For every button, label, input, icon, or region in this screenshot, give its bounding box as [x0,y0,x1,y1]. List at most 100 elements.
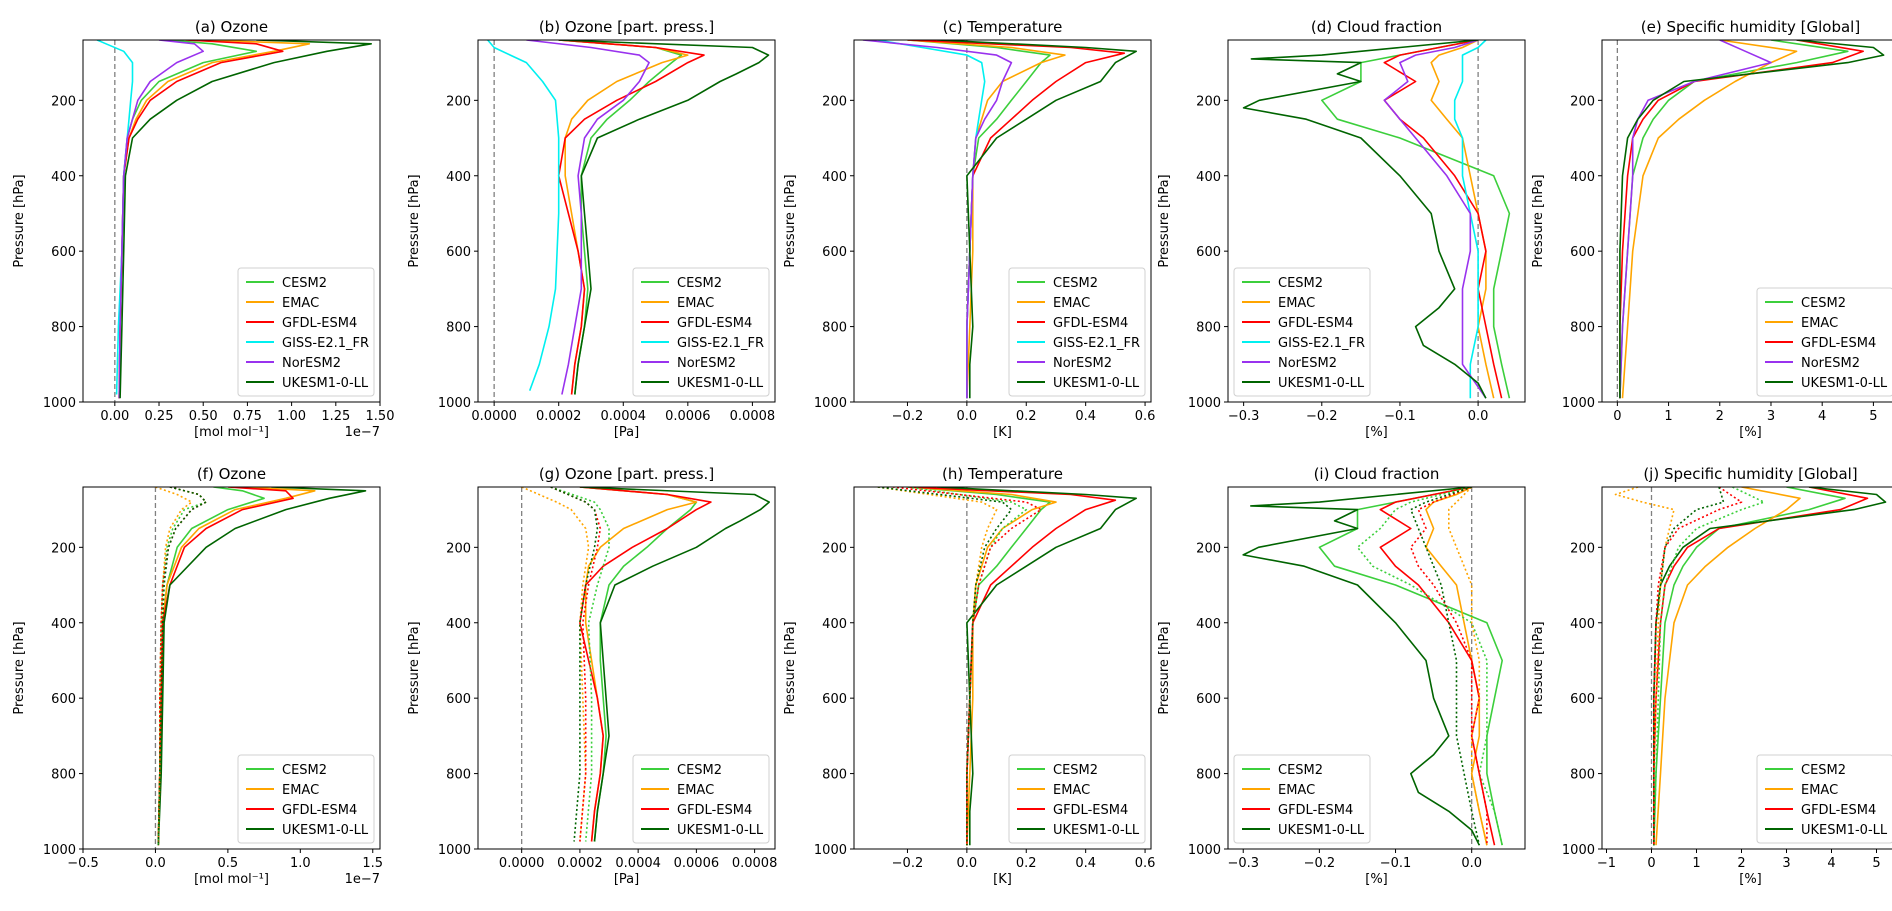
x-tick-label: 3 [1782,856,1790,871]
series-line-ukesm1-0-ll [558,40,770,395]
x-tick-label: 0 [1613,409,1621,424]
series-line-noresm2 [862,40,1013,399]
y-tick-label: 1000 [814,396,847,411]
panel-title: (f) Ozone [197,465,266,483]
legend-entry: UKESM1-0-LL [1053,376,1140,391]
x-tick-label: 1 [1692,856,1700,871]
legend: CESM2 EMAC GFDL-ESM4 GISS-E2.1_FR NorESM2 UKE… [1008,267,1146,397]
x-tick-label: 1.00 [277,409,306,424]
x-axis-offset-text: 1e−7 [345,872,380,887]
y-tick-label: 200 [446,94,471,109]
x-tick-label: 0.4 [1075,856,1096,871]
x-tick-label: 0.0008 [732,856,778,871]
x-tick-label: −0.3 [1228,409,1260,424]
x-tick-label: 2 [1737,856,1745,871]
series-line-noresm2 [1383,40,1487,399]
x-tick-label: 0.0006 [665,409,711,424]
x-tick-label: 0.4 [1075,409,1096,424]
legend-entry: NorESM2 [677,356,736,371]
plot-frame [1227,486,1526,850]
y-tick-label: 400 [51,170,76,185]
panel-8: −0.2 0.0 0.2 0.4 0.6 200 400 600 800 1000 (h) Temp… [783,465,1155,887]
series-line-noresm2 [526,40,650,395]
x-tick-label: −0.2 [892,856,924,871]
y-tick-label: 200 [822,541,847,556]
legend-entry: UKESM1-0-LL [282,823,369,838]
y-tick-label: 800 [822,321,847,336]
legend-entry: UKESM1-0-LL [1053,823,1140,838]
x-axis-label: [mol mol⁻¹] [194,872,269,887]
x-tick-label: 0.0 [957,856,978,871]
legend-box [237,754,375,844]
x-tick-label: 3 [1767,409,1775,424]
panel-title: (g) Ozone [part. press.] [539,465,714,483]
series-line-gfdl-esm4 [157,487,294,846]
legend-entry: CESM2 [1053,276,1098,291]
x-tick-label: 0.75 [233,409,262,424]
y-axis-label: Pressure [hPa] [407,174,422,267]
legend-entry: NorESM2 [1053,356,1112,371]
y-tick-label: 400 [446,170,471,185]
panel-title: (j) Specific humidity [Global] [1643,465,1857,483]
legend-box [632,267,770,397]
series-line-gfdl-esm4 [557,40,705,395]
legend-entry: CESM2 [1278,276,1323,291]
x-tick-label: 0.0002 [557,856,603,871]
x-tick-label: −0.1 [1380,856,1412,871]
y-tick-label: 1000 [43,396,76,411]
x-tick-label: 1.0 [290,856,311,871]
x-tick-label: −0.1 [1384,409,1416,424]
y-tick-label: 800 [1196,321,1221,336]
y-tick-label: 400 [822,170,847,185]
x-tick-label: 1 [1664,409,1672,424]
y-tick-label: 800 [1196,768,1221,783]
legend-box [1233,267,1371,397]
legend-entry: EMAC [1801,316,1838,331]
x-tick-label: −0.2 [1306,409,1338,424]
series-line-cesm2-dotted [1356,487,1503,846]
x-tick-label: 0.6 [1135,856,1156,871]
y-tick-label: 200 [51,541,76,556]
y-tick-label: 600 [51,245,76,260]
series-line-ukesm1-0-ll [1242,40,1487,399]
legend-entry: EMAC [282,296,319,311]
x-tick-label: 4 [1827,856,1835,871]
legend-entry: CESM2 [1053,763,1098,778]
legend-entry: EMAC [1053,783,1090,798]
legend-entry: GFDL-ESM4 [1278,803,1353,818]
legend-entry: NorESM2 [1278,356,1337,371]
y-tick-label: 1000 [438,396,471,411]
series-line-gfdl-esm4 [1619,40,1864,399]
series-line-cesm2 [1321,40,1511,399]
legend-box [632,754,770,844]
series-line-ukesm1-0-ll [157,487,367,846]
legend-entry: GFDL-ESM4 [677,316,752,331]
x-axis-label: [Pa] [614,872,639,887]
series-line-cesm2 [1318,487,1503,846]
legend-entry: UKESM1-0-LL [677,823,764,838]
series-line-gfdl-esm4-dotted [1410,487,1488,846]
x-tick-label: 0.0002 [536,409,582,424]
y-tick-label: 800 [51,768,76,783]
legend: CESM2 EMAC GFDL-ESM4 UKESM1-0-LL [1756,754,1892,844]
series-line-gfdl-esm4-dotted [892,487,1042,846]
y-tick-label: 1000 [43,843,76,858]
y-tick-label: 400 [1196,617,1221,632]
x-axis-label: [K] [993,872,1012,887]
panel-9: −0.3 −0.2 −0.1 0.0 200 400 600 800 1000 (i) Cloud… [1157,465,1526,887]
y-tick-label: 1000 [1188,396,1221,411]
x-tick-label: 2 [1716,409,1724,424]
x-tick-label: 0.5 [218,856,239,871]
series-line-emac-dotted [1614,487,1675,846]
series-line-emac [1425,487,1488,846]
plot-frame [853,39,1152,403]
y-tick-label: 800 [1570,768,1595,783]
legend-entry: GFDL-ESM4 [282,803,357,818]
x-tick-label: 1.25 [321,409,350,424]
legend-entry: UKESM1-0-LL [1278,376,1365,391]
legend: CESM2 EMAC GFDL-ESM4 NorESM2 UKESM1-0-LL [1756,287,1892,397]
panel-title: (d) Cloud fraction [1311,18,1442,36]
legend: CESM2 EMAC GFDL-ESM4 UKESM1-0-LL [1008,754,1146,844]
legend-entry: CESM2 [1801,763,1846,778]
